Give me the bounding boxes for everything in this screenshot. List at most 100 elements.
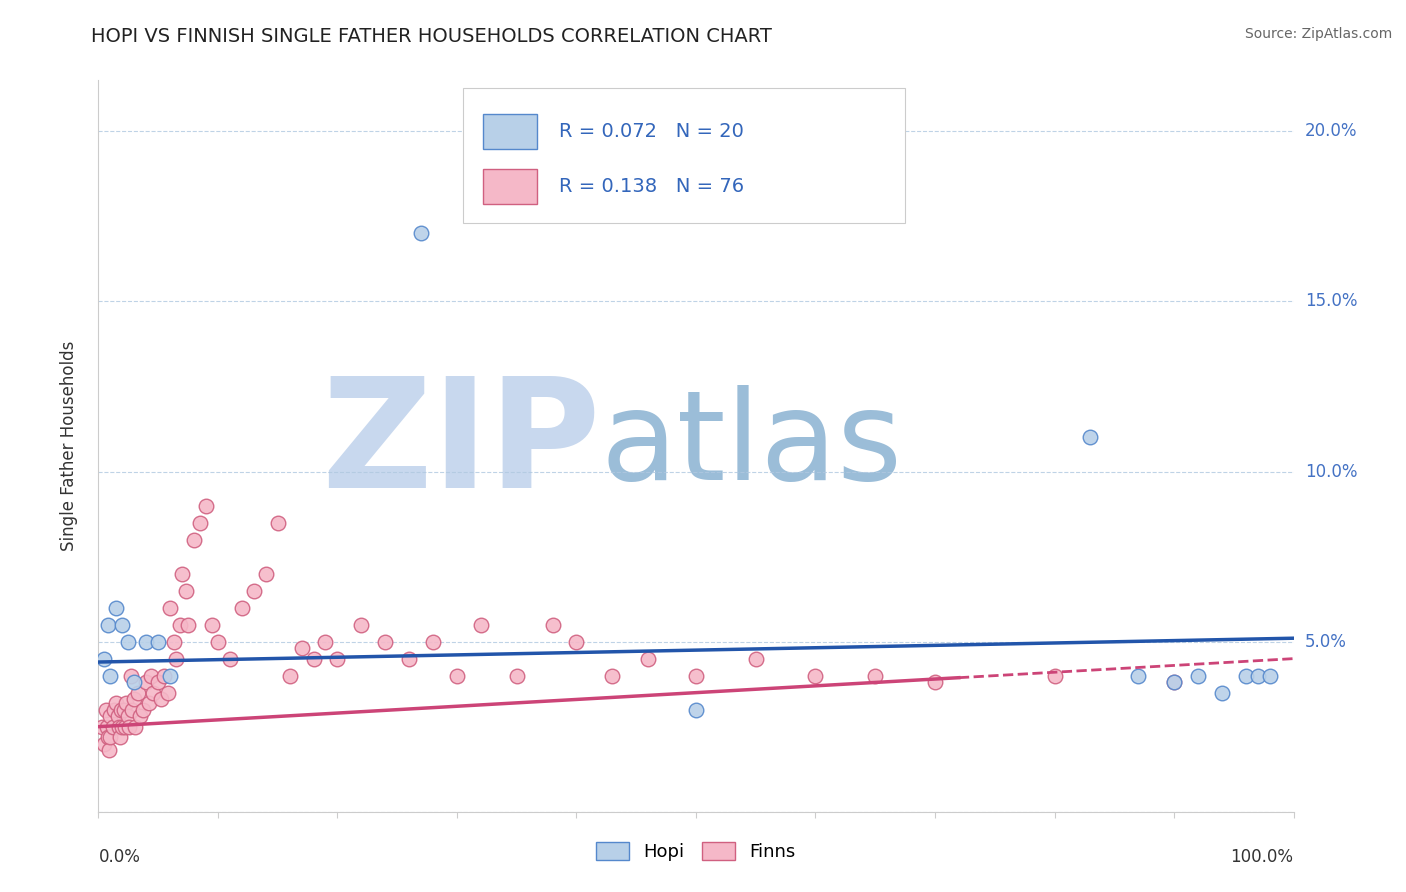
Point xyxy=(1163,675,1185,690)
Point xyxy=(156,686,179,700)
Point xyxy=(446,668,468,682)
Point xyxy=(108,730,131,744)
Point xyxy=(1080,430,1102,444)
Point xyxy=(98,730,122,744)
Point xyxy=(120,668,142,682)
Point xyxy=(1258,668,1281,682)
Point xyxy=(93,737,115,751)
Point xyxy=(177,617,200,632)
FancyBboxPatch shape xyxy=(484,114,537,149)
Point xyxy=(98,743,121,757)
Point xyxy=(278,668,301,682)
Point xyxy=(1247,668,1270,682)
Point xyxy=(159,668,181,682)
Text: 15.0%: 15.0% xyxy=(1305,293,1357,310)
Point xyxy=(135,675,157,690)
Point xyxy=(111,720,134,734)
Point xyxy=(291,641,314,656)
Point xyxy=(97,730,120,744)
Text: 20.0%: 20.0% xyxy=(1305,122,1357,140)
Point xyxy=(103,703,125,717)
Text: 0.0%: 0.0% xyxy=(98,848,141,866)
Legend: Hopi, Finns: Hopi, Finns xyxy=(589,835,803,869)
Point xyxy=(94,703,117,717)
Point xyxy=(924,675,946,690)
Point xyxy=(267,516,290,530)
Point xyxy=(398,651,420,665)
Point xyxy=(804,668,827,682)
Point xyxy=(97,617,120,632)
Point xyxy=(169,617,191,632)
Point xyxy=(114,720,136,734)
Point xyxy=(1234,668,1257,682)
Text: HOPI VS FINNISH SINGLE FATHER HOUSEHOLDS CORRELATION CHART: HOPI VS FINNISH SINGLE FATHER HOUSEHOLDS… xyxy=(91,27,772,45)
Point xyxy=(149,692,172,706)
Point xyxy=(637,651,659,665)
Text: R = 0.138   N = 76: R = 0.138 N = 76 xyxy=(558,177,744,196)
Point xyxy=(231,600,253,615)
Text: R = 0.072   N = 20: R = 0.072 N = 20 xyxy=(558,122,744,141)
Point xyxy=(124,692,146,706)
Point xyxy=(91,720,114,734)
Point xyxy=(96,720,118,734)
Point xyxy=(685,668,707,682)
Text: Source: ZipAtlas.com: Source: ZipAtlas.com xyxy=(1244,27,1392,41)
Point xyxy=(98,709,122,723)
Point xyxy=(326,651,349,665)
Y-axis label: Single Father Households: Single Father Households xyxy=(59,341,77,551)
Point xyxy=(1128,668,1150,682)
Point xyxy=(195,499,218,513)
Point xyxy=(117,634,139,648)
Point xyxy=(183,533,205,547)
Point xyxy=(124,720,146,734)
Point xyxy=(135,634,157,648)
Point xyxy=(124,675,146,690)
Point xyxy=(127,686,149,700)
Text: atlas: atlas xyxy=(600,385,903,507)
Point xyxy=(865,668,887,682)
Point xyxy=(541,617,564,632)
Point xyxy=(101,720,124,734)
Point xyxy=(142,686,165,700)
Point xyxy=(117,709,139,723)
FancyBboxPatch shape xyxy=(463,87,905,223)
Point xyxy=(105,600,128,615)
Point xyxy=(121,703,143,717)
Point xyxy=(602,668,624,682)
Point xyxy=(1187,668,1209,682)
Point xyxy=(138,696,160,710)
Point xyxy=(219,651,242,665)
Point xyxy=(201,617,224,632)
Point xyxy=(148,675,170,690)
Point xyxy=(139,668,162,682)
Point xyxy=(302,651,325,665)
Point xyxy=(470,617,492,632)
Point xyxy=(163,634,186,648)
Point xyxy=(243,583,266,598)
Point xyxy=(118,720,141,734)
Point xyxy=(506,668,529,682)
Point xyxy=(422,634,444,648)
Point xyxy=(1163,675,1185,690)
Point xyxy=(188,516,211,530)
FancyBboxPatch shape xyxy=(484,169,537,204)
Point xyxy=(129,709,152,723)
Text: 10.0%: 10.0% xyxy=(1305,463,1357,481)
Point xyxy=(148,634,170,648)
Point xyxy=(131,703,153,717)
Point xyxy=(98,668,122,682)
Point xyxy=(565,634,588,648)
Point xyxy=(1043,668,1066,682)
Point xyxy=(115,696,138,710)
Text: 5.0%: 5.0% xyxy=(1305,632,1347,650)
Point xyxy=(107,720,129,734)
Point xyxy=(105,696,128,710)
Point xyxy=(254,566,277,581)
Point xyxy=(350,617,373,632)
Point xyxy=(174,583,197,598)
Text: ZIP: ZIP xyxy=(321,371,600,521)
Point xyxy=(110,703,132,717)
Point xyxy=(745,651,768,665)
Point xyxy=(374,634,396,648)
Point xyxy=(411,227,433,241)
